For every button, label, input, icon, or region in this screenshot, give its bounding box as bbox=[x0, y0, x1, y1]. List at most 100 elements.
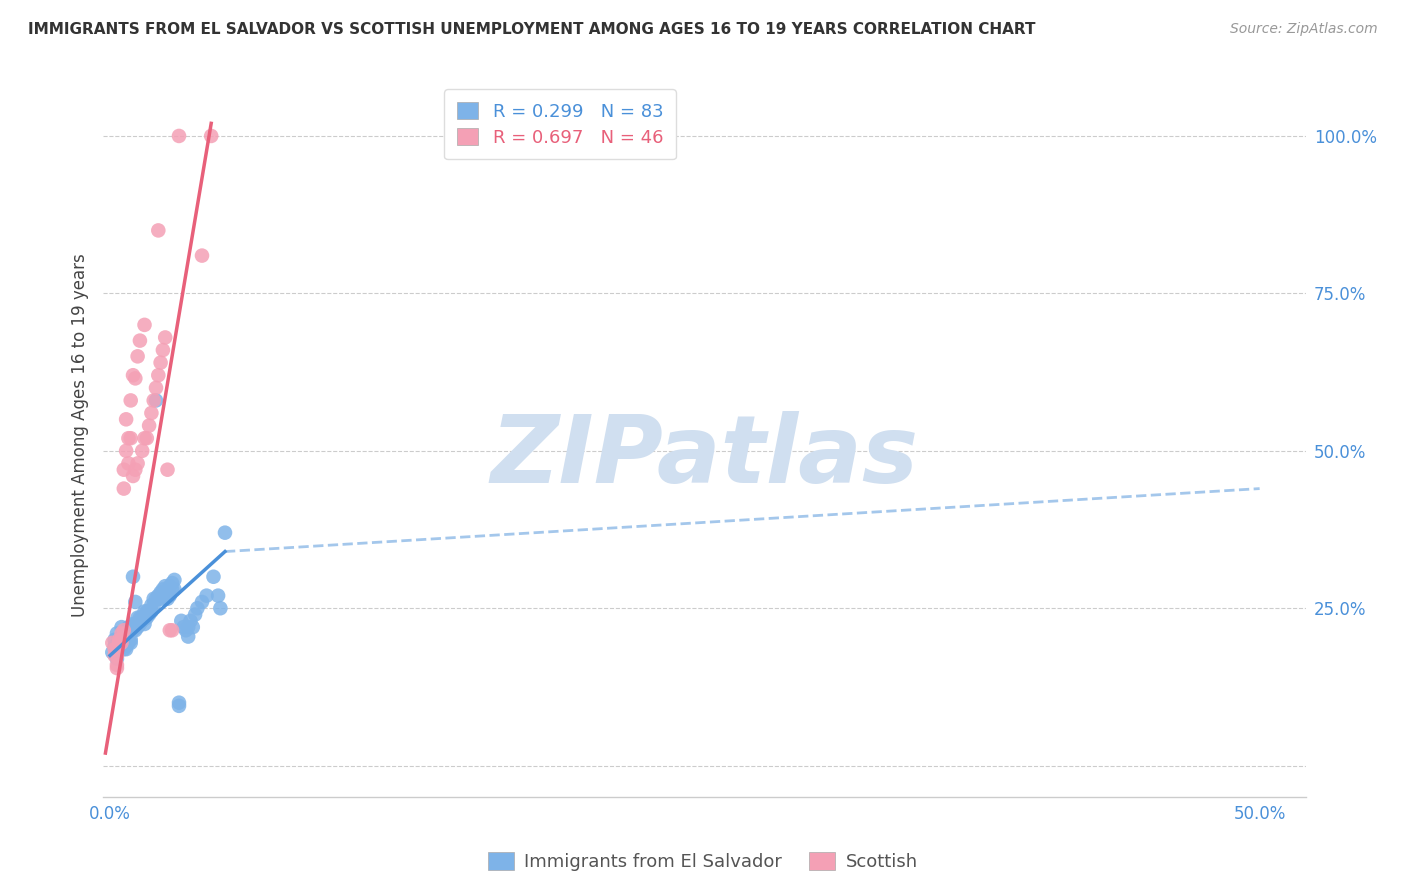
Point bbox=[159, 579, 181, 593]
Point bbox=[110, 620, 132, 634]
Text: Source: ZipAtlas.com: Source: ZipAtlas.com bbox=[1230, 22, 1378, 37]
Point bbox=[112, 624, 135, 638]
Point bbox=[186, 601, 208, 615]
Point bbox=[191, 249, 214, 263]
Point bbox=[149, 591, 172, 606]
Point bbox=[141, 604, 163, 618]
Point bbox=[122, 570, 145, 584]
Point bbox=[167, 696, 190, 710]
Point bbox=[117, 457, 139, 471]
Point bbox=[108, 642, 131, 657]
Point bbox=[112, 642, 135, 657]
Point bbox=[120, 393, 142, 408]
Point bbox=[110, 636, 132, 650]
Point bbox=[115, 412, 138, 426]
Point bbox=[134, 318, 156, 332]
Point bbox=[127, 620, 149, 634]
Point bbox=[177, 630, 200, 644]
Point bbox=[105, 661, 128, 675]
Point bbox=[115, 630, 138, 644]
Point bbox=[167, 128, 190, 143]
Point bbox=[138, 604, 160, 618]
Point bbox=[127, 457, 149, 471]
Point bbox=[148, 591, 170, 606]
Point bbox=[174, 624, 197, 638]
Point bbox=[101, 645, 124, 659]
Point bbox=[105, 626, 128, 640]
Point bbox=[122, 368, 145, 383]
Point bbox=[155, 330, 177, 344]
Point bbox=[141, 598, 163, 612]
Point bbox=[134, 604, 156, 618]
Point bbox=[177, 620, 200, 634]
Point bbox=[170, 614, 193, 628]
Point bbox=[127, 617, 149, 632]
Point bbox=[163, 573, 186, 587]
Point bbox=[134, 610, 156, 624]
Point bbox=[135, 604, 157, 618]
Point bbox=[155, 579, 177, 593]
Point bbox=[129, 617, 152, 632]
Point bbox=[115, 443, 138, 458]
Point bbox=[131, 443, 153, 458]
Point bbox=[131, 610, 153, 624]
Point bbox=[152, 589, 174, 603]
Point bbox=[156, 591, 179, 606]
Point bbox=[122, 469, 145, 483]
Point bbox=[142, 393, 165, 408]
Point bbox=[122, 624, 145, 638]
Point bbox=[108, 636, 131, 650]
Point bbox=[156, 463, 179, 477]
Text: IMMIGRANTS FROM EL SALVADOR VS SCOTTISH UNEMPLOYMENT AMONG AGES 16 TO 19 YEARS C: IMMIGRANTS FROM EL SALVADOR VS SCOTTISH … bbox=[28, 22, 1036, 37]
Point bbox=[131, 614, 153, 628]
Point bbox=[156, 585, 179, 599]
Point bbox=[200, 128, 222, 143]
Point bbox=[127, 349, 149, 363]
Point bbox=[112, 463, 135, 477]
Point bbox=[160, 582, 183, 597]
Point bbox=[179, 614, 201, 628]
Point bbox=[135, 610, 157, 624]
Point bbox=[112, 626, 135, 640]
Point bbox=[160, 624, 183, 638]
Point bbox=[167, 698, 190, 713]
Point bbox=[120, 632, 142, 647]
Point bbox=[108, 632, 131, 647]
Point bbox=[124, 595, 146, 609]
Point bbox=[124, 371, 146, 385]
Point bbox=[104, 632, 127, 647]
Point bbox=[149, 356, 172, 370]
Point bbox=[104, 648, 127, 663]
Point bbox=[127, 610, 149, 624]
Point bbox=[148, 223, 170, 237]
Point bbox=[108, 639, 131, 653]
Point bbox=[148, 368, 170, 383]
Point bbox=[115, 639, 138, 653]
Point bbox=[112, 636, 135, 650]
Point bbox=[145, 393, 167, 408]
Point bbox=[110, 632, 132, 647]
Point bbox=[117, 431, 139, 445]
Point bbox=[124, 617, 146, 632]
Point bbox=[135, 431, 157, 445]
Point bbox=[117, 632, 139, 647]
Point bbox=[117, 636, 139, 650]
Point bbox=[105, 648, 128, 663]
Point bbox=[112, 482, 135, 496]
Point bbox=[148, 589, 170, 603]
Point bbox=[145, 591, 167, 606]
Point bbox=[138, 418, 160, 433]
Point bbox=[142, 591, 165, 606]
Point bbox=[141, 406, 163, 420]
Point bbox=[214, 525, 236, 540]
Legend: R = 0.299   N = 83, R = 0.697   N = 46: R = 0.299 N = 83, R = 0.697 N = 46 bbox=[444, 89, 676, 160]
Point bbox=[120, 624, 142, 638]
Point bbox=[115, 642, 138, 657]
Point bbox=[160, 576, 183, 591]
Point bbox=[152, 582, 174, 597]
Point bbox=[195, 589, 218, 603]
Point bbox=[122, 617, 145, 632]
Point bbox=[104, 639, 127, 653]
Point bbox=[149, 585, 172, 599]
Point bbox=[202, 570, 225, 584]
